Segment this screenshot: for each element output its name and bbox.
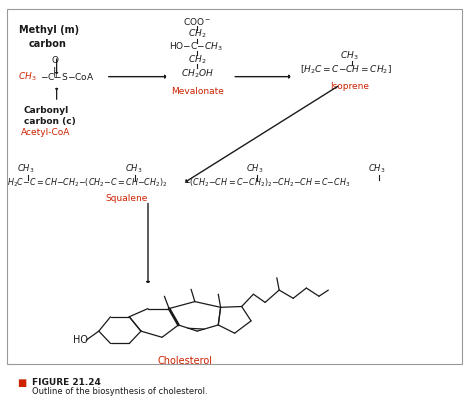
Text: $CH_2OH$: $CH_2OH$	[181, 67, 214, 79]
Text: HO$-$C$-CH_3$: HO$-$C$-CH_3$	[169, 40, 223, 53]
Text: $-$C$-$S$-$CoA: $-$C$-$S$-$CoA	[40, 71, 95, 82]
Text: ‖: ‖	[53, 66, 58, 77]
Text: Methyl (m): Methyl (m)	[19, 25, 79, 35]
Text: $CH_3$: $CH_3$	[340, 50, 359, 62]
Text: Carbonyl: Carbonyl	[24, 106, 69, 115]
Text: Mevalonate: Mevalonate	[171, 87, 224, 96]
Text: COO$^-$: COO$^-$	[183, 16, 211, 27]
Text: Cholesterol: Cholesterol	[158, 356, 213, 366]
Text: $[H_2C{=}C{-}CH{=}CH_2]$: $[H_2C{=}C{-}CH{=}CH_2]$	[300, 63, 392, 76]
Text: $CH_2$: $CH_2$	[188, 28, 206, 40]
Text: O: O	[52, 56, 59, 65]
Text: Squalene: Squalene	[106, 193, 148, 203]
Text: Outline of the biosynthesis of cholesterol.: Outline of the biosynthesis of cholester…	[32, 386, 208, 396]
Text: HO: HO	[73, 335, 88, 345]
Text: $CH_3$: $CH_3$	[18, 70, 36, 83]
Text: $CH_3$: $CH_3$	[246, 163, 264, 175]
Text: carbon: carbon	[28, 39, 66, 49]
FancyBboxPatch shape	[8, 9, 462, 364]
Text: FIGURE 21.24: FIGURE 21.24	[32, 377, 100, 386]
Text: Acetyl-CoA: Acetyl-CoA	[20, 128, 70, 137]
Text: $CH_3$: $CH_3$	[368, 163, 386, 175]
Text: $-(CH_2{-}CH{=}C{-}CH_2)_2{-}CH_2{-}CH{=}C{-}CH_3$: $-(CH_2{-}CH{=}C{-}CH_2)_2{-}CH_2{-}CH{=…	[183, 176, 350, 189]
Text: $CH_3$: $CH_3$	[125, 163, 142, 175]
Text: $CH_3$: $CH_3$	[17, 163, 34, 175]
Text: carbon (c): carbon (c)	[24, 117, 76, 126]
Text: $H_2C{-}C{=}CH{-}CH_2{-}(CH_2{-}C{=}CH{-}CH_2)_2$: $H_2C{-}C{=}CH{-}CH_2{-}(CH_2{-}C{=}CH{-…	[7, 176, 167, 189]
Text: Isoprene: Isoprene	[330, 82, 369, 91]
Text: $CH_2$: $CH_2$	[188, 53, 206, 66]
Text: ■: ■	[17, 377, 26, 388]
